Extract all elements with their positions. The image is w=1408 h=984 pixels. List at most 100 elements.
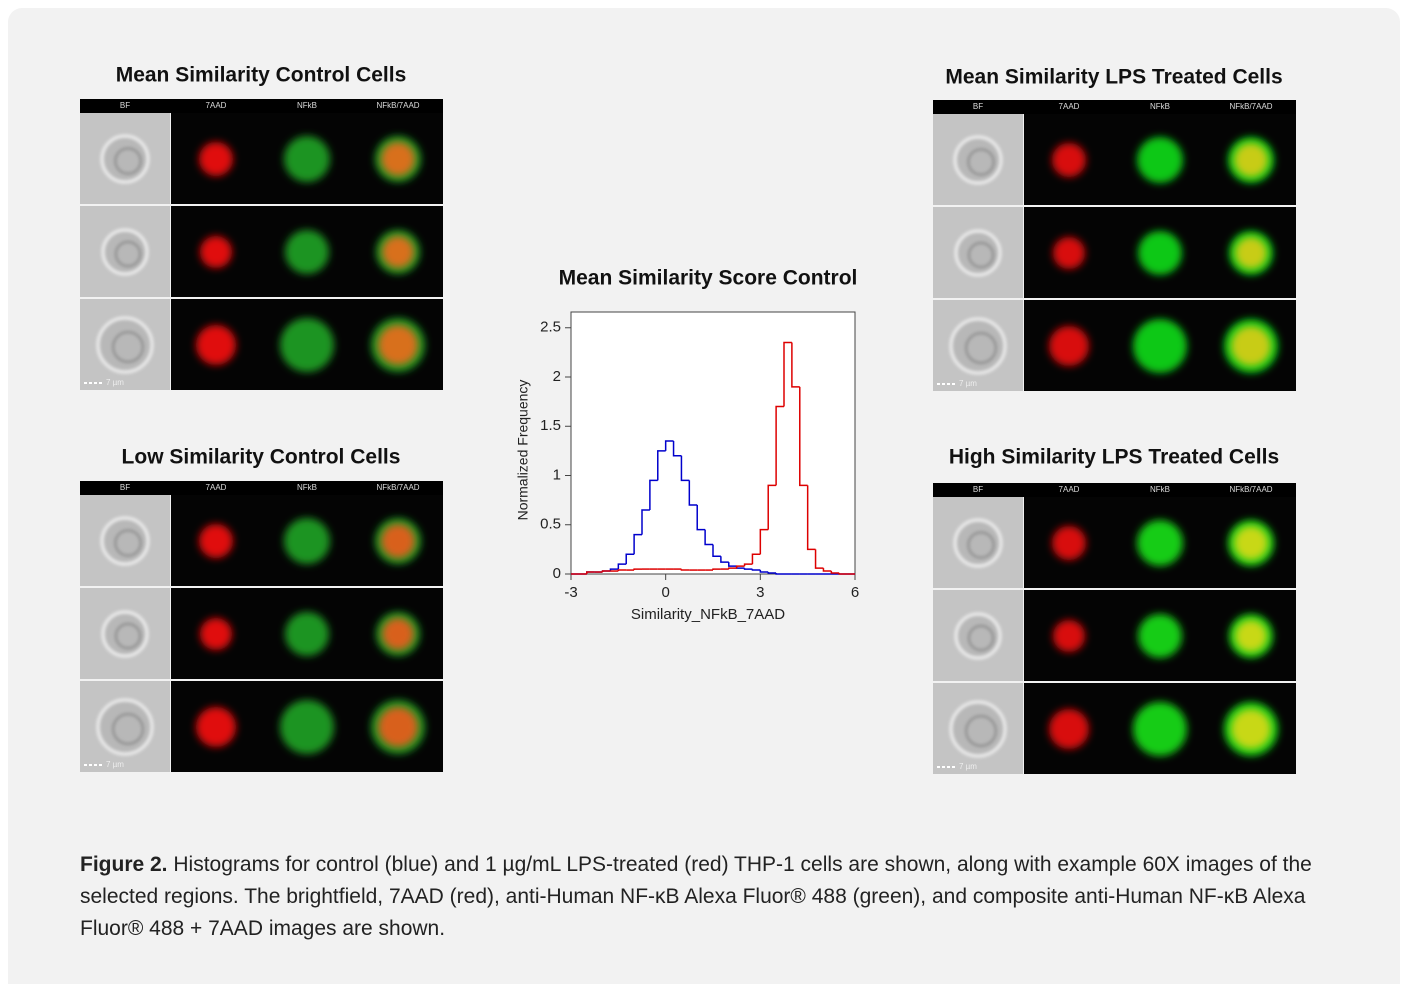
red-cell [1052,526,1086,560]
channel-label: BF [973,102,983,111]
bf-nucleus [112,713,144,745]
histogram-step [767,572,777,574]
green-cell [280,318,334,372]
composite-core [382,618,414,650]
histogram-step [814,549,824,569]
histogram-step [617,569,627,572]
histogram-step [783,341,792,407]
composite-core [382,236,414,268]
green-cell [1133,319,1187,373]
red-cell [199,142,233,176]
histogram-step [680,569,690,571]
histogram-step [712,568,721,571]
green-cell [1133,702,1187,756]
histogram-step [688,480,698,506]
panel-header [80,99,443,113]
histogram-step [680,455,690,482]
panel-title: Low Similarity Control Cells [122,446,401,469]
channel-label: BF [120,101,130,110]
red-cell [1049,326,1089,366]
composite-core [1231,709,1271,749]
panel-title: High Similarity LPS Treated Cells [949,446,1279,469]
red-cell [200,618,232,650]
bf-nucleus [965,332,997,364]
green-cell [284,136,330,182]
green-cell [1137,520,1183,566]
y-tick-label: 0 [553,565,561,582]
histogram-step [806,485,816,551]
histogram-step [672,441,682,457]
bf-nucleus [114,147,142,175]
scale-bar-label: 7 µm [959,379,977,388]
channel-label: BF [120,483,130,492]
composite-core [1235,620,1267,652]
bf-nucleus [967,531,995,559]
channel-label: NFkB/7AAD [376,483,419,492]
red-cell [199,524,233,558]
bf-nucleus [114,529,142,557]
scale-bar-label: 7 µm [959,762,977,771]
channel-label: NFkB/7AAD [376,101,419,110]
panel-header [80,481,443,495]
channel-label: NFkB [297,483,317,492]
histogram-step [641,509,650,535]
histogram-step [799,386,808,487]
x-axis-label: Similarity_NFkB_7AAD [631,606,785,623]
histogram-step [791,342,800,388]
composite-core [1231,326,1271,366]
scale-bar-label: 7 µm [106,378,124,387]
bf-nucleus [114,622,142,650]
histogram-step [751,553,761,565]
histogram-step [775,573,784,575]
y-tick-label: 1 [553,466,561,483]
green-cell [284,518,330,564]
channel-label: NFkB/7AAD [1229,485,1272,494]
green-cell [1137,137,1183,183]
scale-bar-label: 7 µm [106,760,124,769]
channel-label: 7AAD [1059,102,1080,111]
red-cell [1053,237,1085,269]
composite-core [381,524,415,558]
red-cell [1049,709,1089,749]
y-tick-label: 0.5 [540,516,561,533]
histogram-step [649,479,658,510]
x-tick-label: 0 [661,584,669,601]
green-cell [285,230,329,274]
histogram-step [735,565,745,569]
green-cell [280,700,334,754]
histogram-step [759,570,769,573]
histogram-step [838,573,848,575]
composite-core [1234,526,1268,560]
green-cell [1138,231,1182,275]
red-cell [1052,143,1086,177]
histogram-step [759,528,769,555]
panel-header [933,483,1296,497]
histogram-step [822,568,832,572]
histogram-step [625,553,635,565]
histogram-step [743,568,753,570]
histogram-step [696,505,706,531]
y-tick-label: 2.5 [540,319,561,336]
histogram-step [664,440,674,451]
green-cell [1138,614,1182,658]
channel-label: NFkB/7AAD [1229,102,1272,111]
panel-title: Mean Similarity Control Cells [116,64,407,87]
caption-label: Figure 2. [80,853,168,876]
panel-header [933,100,1296,114]
caption: Figure 2. Histograms for control (blue) … [80,849,1330,945]
bf-nucleus [112,331,144,363]
x-tick-label: 3 [756,584,764,601]
y-tick-label: 2 [553,368,561,385]
histogram-step [704,529,713,546]
bf-cell [949,317,1007,375]
histogram-step [767,484,777,530]
bf-cell [949,700,1007,758]
bf-nucleus [967,148,995,176]
x-tick-label: -3 [564,584,577,601]
channel-label: NFkB [1150,102,1170,111]
histogram-step [586,571,595,574]
histogram-step [830,571,840,574]
bf-nucleus [114,240,142,268]
